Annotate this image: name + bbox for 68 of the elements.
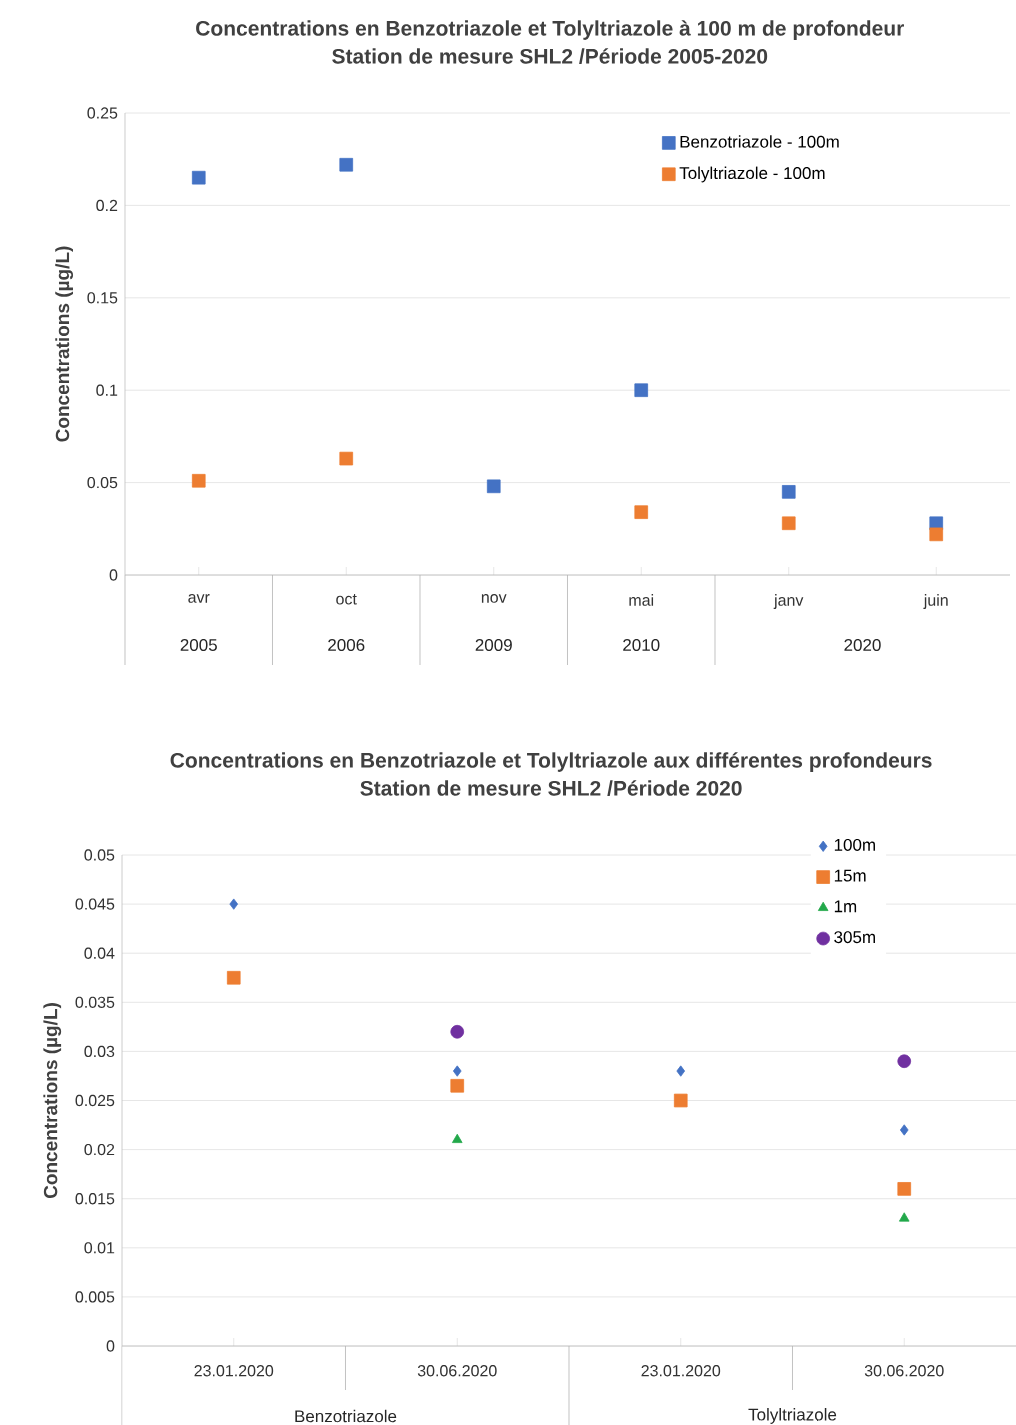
x-tick-label: 23.01.2020 <box>194 1365 274 1377</box>
point <box>226 970 241 985</box>
point <box>229 898 239 910</box>
legend-label: Tolyltriazole - 100m <box>679 166 825 183</box>
y-tick-label: 0 <box>109 569 118 581</box>
y-tick-label: 0.02 <box>84 1143 115 1156</box>
point <box>191 473 206 488</box>
text: 2009 <box>475 639 512 652</box>
x-tick-label: janv <box>773 594 804 609</box>
y-tick-label: 0.03 <box>84 1045 115 1058</box>
y-tick-label: 0.2 <box>96 199 118 212</box>
chart-title: Concentrations en Benzotriazole et Tolyltriazole à 100 m de profondeur <box>196 20 904 40</box>
text: Benzotriazole <box>295 1409 397 1423</box>
legend-label: Benzotriazole - 100m <box>680 135 839 148</box>
y-tick-label: 0.005 <box>75 1291 115 1303</box>
y-tick-label: 0.025 <box>75 1094 115 1107</box>
text: Tolyltriazole <box>748 1408 837 1424</box>
text: 2005 <box>180 639 217 652</box>
y-tick-label: 0.1 <box>96 384 118 396</box>
point <box>899 1212 910 1222</box>
point <box>450 1024 465 1039</box>
text: 2006 <box>328 639 365 652</box>
x-tick-label: mai <box>629 594 654 606</box>
x-tick-label: 30.06.2020 <box>864 1365 944 1377</box>
point <box>634 383 649 398</box>
point <box>450 1078 465 1093</box>
chart-subtitle: Station de mesure SHL2 /Période 2020 <box>360 780 742 796</box>
y-tick-label: 0.05 <box>84 849 115 861</box>
point <box>897 1054 912 1069</box>
legend-label: 15m <box>834 869 866 882</box>
point <box>191 170 206 185</box>
point <box>486 479 501 494</box>
point <box>781 485 796 499</box>
point <box>339 157 354 172</box>
y-axis-title: Concentrations (µg/L) <box>55 246 74 442</box>
point <box>452 1065 462 1077</box>
y-tick-label: 0.045 <box>75 898 115 910</box>
point <box>929 527 944 542</box>
point <box>634 505 649 519</box>
point <box>781 516 796 531</box>
x-tick-label: nov <box>481 594 507 603</box>
y-tick-label: 0.035 <box>75 996 115 1008</box>
legend-label: 1m <box>834 900 857 913</box>
y-tick-label: 0 <box>106 1340 115 1352</box>
y-tick-label: 0.05 <box>87 476 118 489</box>
y-tick-label: 0.01 <box>84 1242 115 1254</box>
point <box>899 1124 909 1136</box>
text: 2020 <box>844 639 881 652</box>
chart-subtitle: Station de mesure SHL2 /Période 2005-2020 <box>332 48 768 64</box>
legend-label: 100m <box>834 838 875 851</box>
point <box>676 1065 686 1077</box>
x-tick-label: oct <box>336 594 357 605</box>
legend-label: 305m <box>834 931 875 944</box>
y-axis-title: Concentrations (µg/L) <box>43 1003 62 1199</box>
y-tick-label: 0.15 <box>87 292 118 304</box>
x-tick-label: avr <box>188 594 210 603</box>
text: 2010 <box>623 639 660 652</box>
y-tick-label: 0.015 <box>75 1193 115 1205</box>
y-tick-label: 0.25 <box>87 107 118 119</box>
chart-title: Concentrations en Benzotriazole et Tolyltriazole aux différentes profondeurs <box>170 752 932 772</box>
point <box>673 1093 688 1108</box>
x-tick-label: juin <box>923 594 948 609</box>
y-tick-label: 0.04 <box>84 947 115 959</box>
x-tick-label: 23.01.2020 <box>641 1365 721 1377</box>
point <box>452 1133 463 1143</box>
x-tick-label: 30.06.2020 <box>417 1365 497 1377</box>
point <box>897 1182 912 1196</box>
point <box>339 451 354 466</box>
